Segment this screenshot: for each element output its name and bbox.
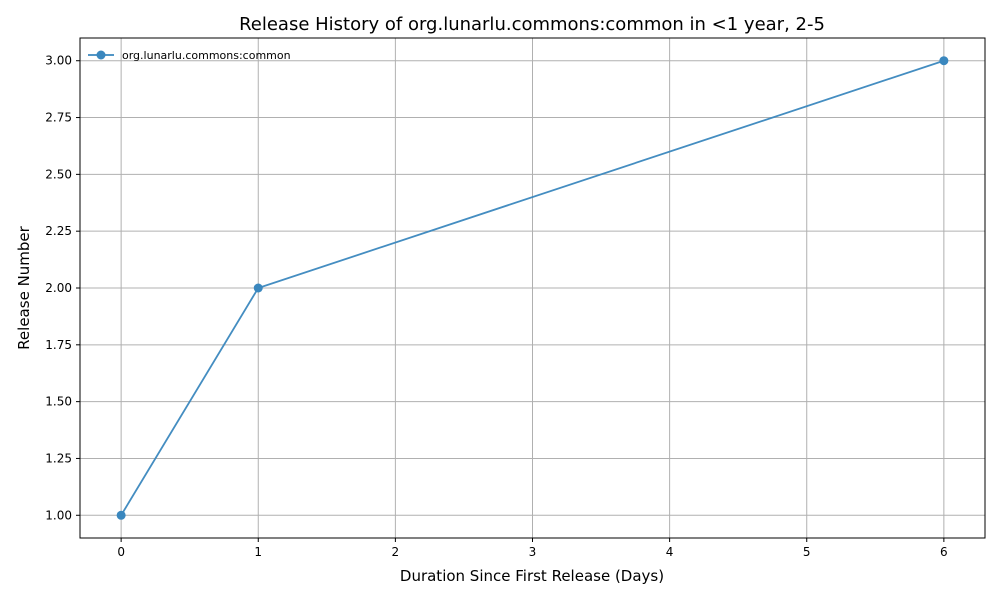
y-tick-label: 2.75 bbox=[45, 111, 72, 125]
legend-label: org.lunarlu.commons:common bbox=[122, 49, 291, 62]
data-point bbox=[939, 56, 949, 66]
y-axis: 1.00 1.25 1.50 1.75 2.00 2.25 2.50 2.75 3.00 bbox=[45, 54, 80, 522]
data-point bbox=[253, 283, 263, 293]
y-tick-label: 1.00 bbox=[45, 508, 72, 522]
x-tick-label: 6 bbox=[940, 545, 948, 559]
x-tick-label: 1 bbox=[254, 545, 262, 559]
legend-marker bbox=[96, 50, 106, 60]
y-tick-label: 1.25 bbox=[45, 451, 72, 465]
y-tick-label: 2.25 bbox=[45, 224, 72, 238]
x-axis-label: Duration Since First Release (Days) bbox=[400, 567, 664, 585]
x-tick-label: 2 bbox=[392, 545, 400, 559]
y-tick-label: 1.50 bbox=[45, 395, 72, 409]
y-tick-label: 3.00 bbox=[45, 54, 72, 68]
y-axis-label: Release Number bbox=[15, 225, 33, 349]
series-layer bbox=[116, 56, 949, 520]
y-tick-label: 2.50 bbox=[45, 167, 72, 181]
legend: org.lunarlu.commons:common bbox=[88, 49, 291, 62]
x-tick-label: 0 bbox=[117, 545, 125, 559]
x-tick-label: 4 bbox=[666, 545, 674, 559]
x-axis: 0 1 2 3 4 5 6 bbox=[117, 538, 948, 559]
grid bbox=[80, 38, 985, 538]
chart-title: Release History of org.lunarlu.commons:c… bbox=[239, 14, 825, 35]
y-tick-label: 1.75 bbox=[45, 338, 72, 352]
x-tick-label: 5 bbox=[803, 545, 811, 559]
y-tick-label: 2.00 bbox=[45, 281, 72, 295]
data-point bbox=[116, 510, 126, 520]
x-tick-label: 3 bbox=[529, 545, 537, 559]
